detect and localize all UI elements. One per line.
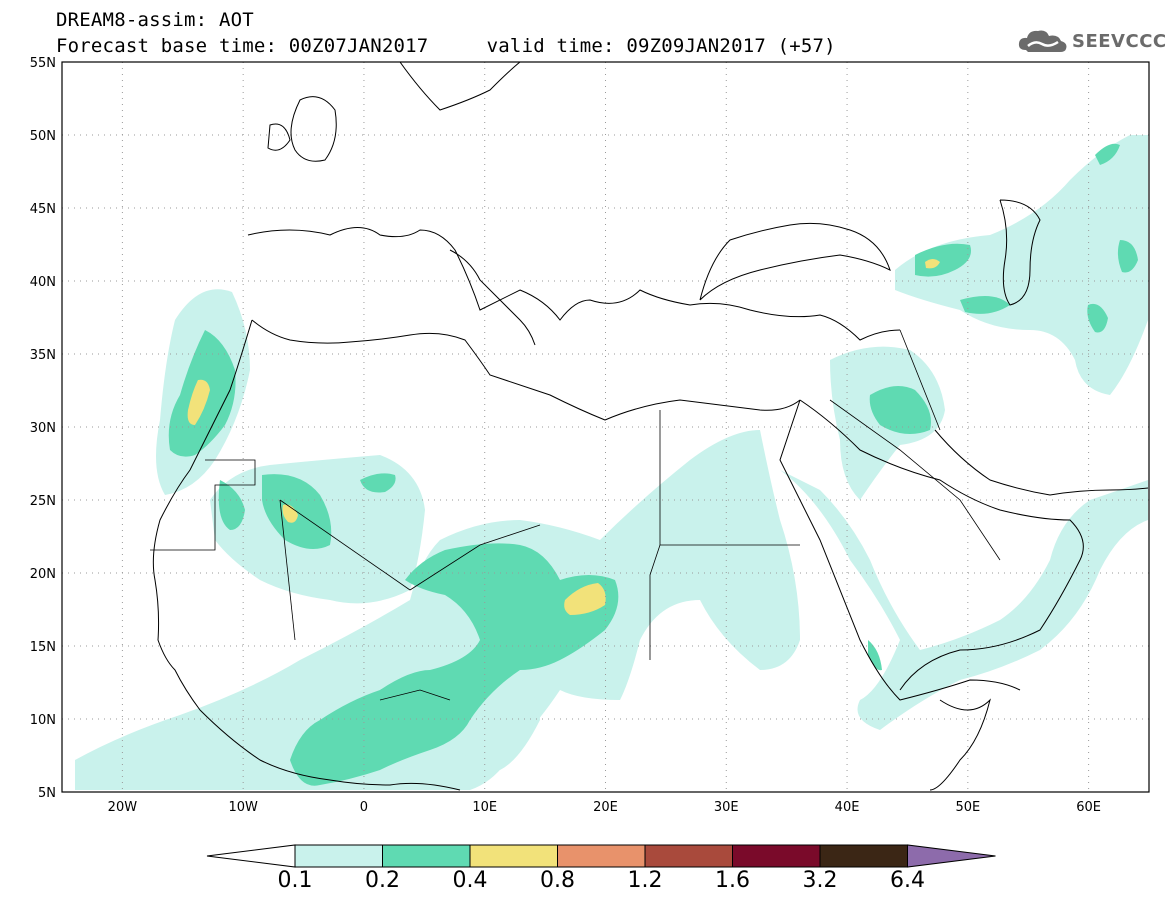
coastline-italy: [449, 249, 536, 346]
colorbar-swatch: [469, 844, 558, 868]
lon-tick-label: 20E: [593, 800, 618, 815]
lon-tick-label: 20W: [108, 800, 138, 815]
logo-text: SEEVCCC: [1072, 31, 1165, 52]
colorbar-swatch: [382, 844, 471, 868]
colorbar-label: 1.6: [715, 868, 750, 893]
lon-tick-label: 50E: [955, 800, 980, 815]
aot-area-red-sea-green: [868, 640, 882, 671]
border-iran-iraq: [899, 329, 941, 431]
colorbar-label: 0.4: [452, 868, 488, 893]
border-niger: [409, 524, 541, 591]
border-algeria-mali: [279, 499, 411, 591]
aot-area-turkmenistan-green: [960, 296, 1010, 314]
border-west-sahara: [150, 459, 256, 551]
lon-tick-label: 0: [360, 800, 368, 815]
valid-time-label: valid time: 09Z09JAN2017 (+57): [486, 35, 836, 57]
coastline-gulf: [934, 429, 1149, 496]
forecast-time-line: Forecast base time: 00Z07JAN2017 valid t…: [56, 36, 836, 56]
coastline-arabia: [799, 399, 1084, 691]
aot-area-caspian: [895, 135, 1148, 395]
aot-area-mali-green: [218, 480, 245, 530]
colorbar-label: 6.4: [890, 868, 925, 893]
lon-tick-label: 10E: [472, 800, 497, 815]
aot-area-sahel-west: [75, 430, 800, 790]
coastline-africa-west: [152, 319, 461, 791]
colorbar-label: 0.1: [277, 868, 313, 893]
colorbar-swatch: [644, 844, 733, 868]
colorbar-swatch: [557, 844, 646, 868]
aot-area-morocco-yellow: [187, 379, 210, 425]
coastline-ireland: [267, 123, 291, 151]
colorbar-label: 1.2: [627, 868, 663, 893]
cloud-icon: [1018, 30, 1067, 52]
aot-area-chad-yellow: [564, 583, 606, 615]
lat-tick-label: 5N: [38, 786, 56, 801]
colorbar-label: 3.2: [802, 868, 838, 893]
lat-tick-label: 35N: [30, 348, 56, 363]
lat-tick-label: 30N: [30, 421, 56, 436]
lon-tick-label: 30E: [714, 800, 739, 815]
coastline-caspian: [999, 199, 1041, 306]
aot-area-libya-green: [360, 473, 396, 493]
country-borders: [150, 329, 1001, 701]
colorbar-label: 0.2: [365, 868, 400, 893]
aot-area-iraq-green: [869, 386, 931, 434]
coastline-horn: [929, 698, 991, 791]
coastline-britain: [290, 96, 337, 162]
coastlines: [152, 62, 1149, 791]
aot-area-caucasus-green: [915, 243, 971, 277]
base-time-label: Forecast base time: 00Z07JAN2017: [56, 35, 429, 57]
aot-area-niger-chad-green: [290, 543, 619, 786]
lat-tick-label: 20N: [30, 567, 56, 582]
coastline-scandinavia: [399, 62, 521, 111]
coastline-red-sea: [779, 399, 1021, 701]
lat-tick-label: 55N: [30, 56, 56, 71]
border-saudi: [829, 399, 1001, 561]
coastline-africa-north: [251, 319, 801, 421]
lon-tick-label: 60E: [1076, 800, 1101, 815]
seevccc-logo: SEEVCCC: [1018, 26, 1165, 56]
lat-tick-label: 15N: [30, 640, 56, 655]
colorbar-swatch: [294, 844, 383, 868]
colorbar-upper-arrow: [907, 844, 996, 868]
lat-tick-label: 10N: [30, 713, 56, 728]
aot-area-caucasus-yellow: [925, 259, 940, 269]
map-frame: [61, 61, 1150, 793]
border-mali-mauritania: [279, 499, 296, 641]
coastline-europe: [247, 227, 901, 341]
lat-tick-label: 40N: [30, 275, 56, 290]
latitude-labels: 5N 10N 15N 20N 25N 30N 35N 40N 45N 50N 55N: [30, 56, 56, 801]
aot-area-kazakh-green: [1095, 143, 1120, 165]
colorbar-swatch: [732, 844, 821, 868]
lat-tick-label: 25N: [30, 494, 56, 509]
lat-tick-label: 45N: [30, 202, 56, 217]
border-nigeria: [379, 689, 451, 701]
longitude-labels: 20W 10W 0 10E 20E 30E 40E 50E 60E: [108, 800, 1101, 815]
lat-tick-label: 50N: [30, 129, 56, 144]
colorbar: [206, 844, 996, 868]
aot-area-mauritania-yellow: [282, 504, 298, 523]
aot-area-red-sea: [780, 470, 1148, 730]
colorbar-swatch: [819, 844, 908, 868]
colorbar-label: 0.8: [540, 868, 575, 893]
lon-tick-label: 40E: [835, 800, 860, 815]
aot-area-afghan-green: [1087, 303, 1108, 333]
aot-shading: [75, 135, 1148, 790]
coastline-black-sea: [699, 222, 891, 301]
map-title: DREAM8-assim: AOT: [56, 9, 254, 31]
lon-tick-label: 10W: [228, 800, 258, 815]
border-chad-sudan: [649, 544, 661, 660]
aot-area-uzbek-green: [1117, 240, 1138, 273]
colorbar-lower-arrow: [206, 844, 296, 868]
